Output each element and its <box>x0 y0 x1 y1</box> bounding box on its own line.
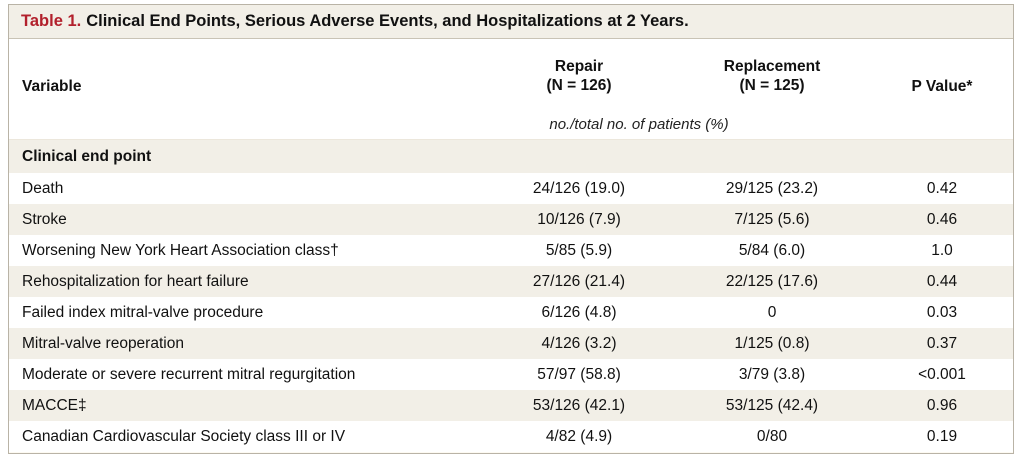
row-replacement-value: 0/80 <box>756 428 788 445</box>
header-repair-name: Repair <box>554 58 604 75</box>
row-variable: Canadian Cardiovascular Society class II… <box>22 428 346 445</box>
table-row: Failed index mitral-valve procedure 6/126… <box>9 297 1013 328</box>
row-repair-value: 5/85 (5.9) <box>545 242 613 259</box>
row-repair-value: 6/126 (4.8) <box>541 304 617 321</box>
row-replacement-value: 3/79 (3.8) <box>738 366 806 383</box>
table-row: Canadian Cardiovascular Society class II… <box>9 421 1013 452</box>
row-repair-value: 27/126 (21.4) <box>532 273 626 290</box>
row-repair-value: 4/126 (3.2) <box>541 335 617 352</box>
header-replacement-n: (N = 125) <box>739 77 805 94</box>
table-row: Stroke 10/126 (7.9) 7/125 (5.6) 0.46 <box>9 204 1013 235</box>
table-frame: Table 1. Clinical End Points, Serious Ad… <box>8 4 1014 454</box>
header-replacement: Replacement (N = 125) <box>672 57 872 95</box>
row-p-value: 1.0 <box>931 242 953 259</box>
table-label: Table 1. <box>21 12 82 30</box>
row-variable: MACCE‡ <box>22 397 87 414</box>
row-p-value: 0.42 <box>926 180 958 197</box>
row-variable: Death <box>22 180 64 197</box>
table-row: MACCE‡ 53/126 (42.1) 53/125 (42.4) 0.96 <box>9 390 1013 421</box>
table-title-bar: Table 1. Clinical End Points, Serious Ad… <box>9 5 1013 39</box>
row-variable: Rehospitalization for heart failure <box>22 273 249 290</box>
table-row: Mitral-valve reoperation 4/126 (3.2) 1/125… <box>9 328 1013 359</box>
table-row: Moderate or severe recurrent mitral regu… <box>9 359 1013 390</box>
row-p-value: 0.37 <box>926 335 958 352</box>
header-repair-n: (N = 126) <box>546 77 612 94</box>
row-repair-value: 57/97 (58.8) <box>537 366 621 383</box>
section-heading: Clinical end point <box>9 139 1013 173</box>
row-replacement-value: 29/125 (23.2) <box>725 180 819 197</box>
row-replacement-value: 1/125 (0.8) <box>734 335 810 352</box>
row-p-value: 0.19 <box>926 428 958 445</box>
header-p-value: P Value* <box>911 78 973 95</box>
row-replacement-value: 22/125 (17.6) <box>725 273 819 290</box>
row-variable: Failed index mitral-valve procedure <box>22 304 264 321</box>
row-replacement-value: 53/125 (42.4) <box>725 397 819 414</box>
header-replacement-name: Replacement <box>723 58 821 75</box>
table-row: Death 24/126 (19.0) 29/125 (23.2) 0.42 <box>9 173 1013 204</box>
table-body: Death 24/126 (19.0) 29/125 (23.2) 0.42 Strok… <box>9 173 1013 452</box>
table-row: Worsening New York Heart Association cla… <box>9 235 1013 266</box>
table-row: Rehospitalization for heart failure 27/12… <box>9 266 1013 297</box>
row-variable: Mitral-valve reoperation <box>22 335 184 352</box>
units-caption: no./total no. of patients (%) <box>549 116 729 133</box>
row-variable: Stroke <box>22 211 67 228</box>
header-repair: Repair (N = 126) <box>479 57 679 95</box>
table-title: Clinical End Points, Serious Adverse Eve… <box>86 12 689 30</box>
row-replacement-value: 0 <box>767 304 777 321</box>
row-p-value: <0.001 <box>918 366 966 383</box>
row-variable: Worsening New York Heart Association cla… <box>22 242 339 259</box>
row-replacement-value: 7/125 (5.6) <box>734 211 810 228</box>
row-p-value: 0.46 <box>926 211 958 228</box>
row-variable: Moderate or severe recurrent mitral regu… <box>22 366 356 383</box>
row-repair-value: 24/126 (19.0) <box>532 180 626 197</box>
table-header: Variable Repair (N = 126) Replacement (N… <box>9 39 1013 139</box>
row-p-value: 0.96 <box>926 397 958 414</box>
row-p-value: 0.44 <box>926 273 958 290</box>
row-repair-value: 4/82 (4.9) <box>545 428 613 445</box>
row-replacement-value: 5/84 (6.0) <box>738 242 806 259</box>
header-variable: Variable <box>22 78 82 95</box>
row-p-value: 0.03 <box>926 304 958 321</box>
row-repair-value: 53/126 (42.1) <box>532 397 626 414</box>
row-repair-value: 10/126 (7.9) <box>537 211 621 228</box>
